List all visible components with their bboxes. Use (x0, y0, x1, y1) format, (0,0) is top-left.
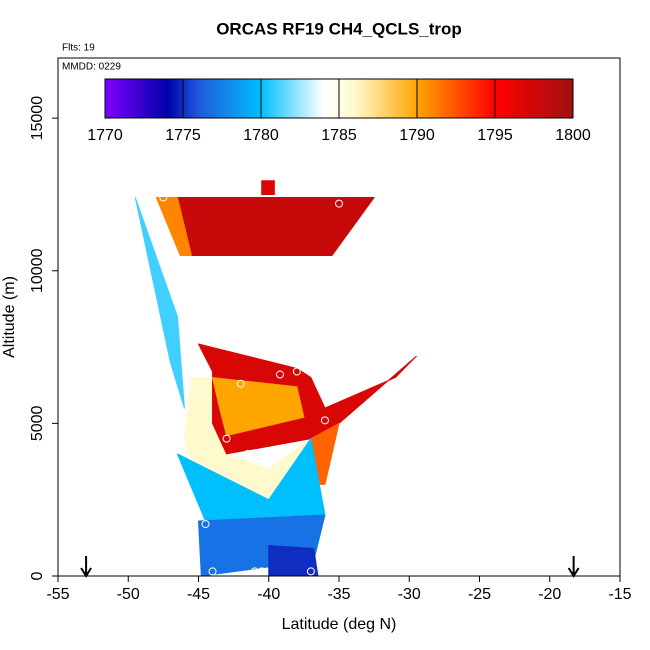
chart-title: ORCAS RF19 CH4_QCLS_trop (216, 19, 462, 38)
colorbar-tick-label: 1795 (477, 127, 513, 144)
arrow (567, 556, 580, 578)
curtain-patch (261, 180, 275, 195)
curtain-patch (176, 438, 326, 522)
x-tick-label: -40 (257, 586, 280, 603)
flight-point (384, 187, 393, 196)
annotation: Flts: 19 (62, 43, 95, 54)
colorbar-tick-label: 1800 (555, 127, 591, 144)
colorbar-tick-label: 1790 (399, 127, 435, 144)
colorbar-tick-label: 1780 (243, 127, 279, 144)
flight-point (159, 193, 168, 202)
x-tick-label: -55 (46, 586, 69, 603)
flight-point (320, 416, 329, 425)
curtain-patch (268, 544, 319, 577)
x-axis-label: Latitude (deg N) (282, 616, 397, 633)
colorbar-tick-label: 1785 (321, 127, 357, 144)
annotation: MMDD: 0229 (62, 62, 121, 73)
y-tick-label: 0 (29, 571, 46, 580)
x-tick-label: -30 (398, 586, 421, 603)
y-tick-label: 10000 (29, 248, 46, 293)
curtain-patch (155, 196, 192, 256)
flight-point (243, 449, 252, 458)
x-tick-label: -45 (187, 586, 210, 603)
x-tick-label: -20 (538, 586, 561, 603)
x-tick-label: -15 (608, 586, 631, 603)
flight-point (236, 379, 245, 388)
y-axis-label: Altitude (m) (1, 276, 18, 358)
x-tick-label: -25 (468, 586, 491, 603)
flight-point (201, 520, 210, 529)
flight-point (222, 434, 231, 443)
curtain-patch (134, 196, 185, 409)
colorbar-tick-label: 1775 (165, 127, 201, 144)
flight-point (306, 567, 315, 576)
curtain-patch (212, 377, 305, 437)
flight-point (292, 367, 301, 376)
x-tick-label: -50 (117, 586, 140, 603)
flight-point (187, 379, 196, 388)
colorbar-tick-label: 1770 (87, 127, 123, 144)
flight-point (257, 567, 266, 576)
curtain-patch (176, 196, 375, 256)
x-tick-label: -35 (327, 586, 350, 603)
flight-point (208, 567, 217, 576)
y-tick-label: 15000 (29, 96, 46, 141)
flight-point (335, 199, 343, 208)
arrow (80, 556, 92, 578)
y-tick-label: 5000 (29, 405, 46, 441)
flight-point (275, 370, 284, 379)
